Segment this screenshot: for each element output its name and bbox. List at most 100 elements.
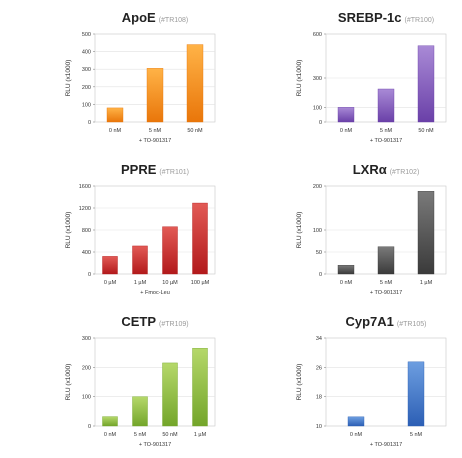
- chart-title: ApoE (#TR108): [122, 10, 189, 25]
- x-tick-label: 0 nM: [109, 128, 122, 134]
- bar: [106, 107, 124, 123]
- x-axis-label: + TO-901317: [139, 442, 171, 448]
- chart-title-greek: α: [379, 162, 387, 177]
- y-tick-label: 0: [88, 120, 91, 126]
- chart-title: SREBP-1c (#TR100): [338, 10, 434, 25]
- chart-title-name: SREBP-1c: [338, 10, 402, 25]
- plot-frame: [325, 337, 447, 427]
- y-tick-label: 200: [313, 184, 322, 190]
- bar: [192, 348, 208, 427]
- y-tick-label: 0: [319, 272, 322, 278]
- y-tick-label: 100: [82, 395, 91, 401]
- chart-svg: ApoE (#TR108) RLU (x1000) 0 100 200 300 400 500 0…: [65, 10, 216, 144]
- bar: [347, 416, 365, 427]
- chart-svg: LXRα (#TR102) RLU (x1000) 0 50 100 200 0 nM 5 nM…: [296, 162, 447, 296]
- x-tick-label: 1 µM: [134, 280, 147, 286]
- x-axis-label: + TO-901317: [139, 138, 171, 144]
- chart-title-code: (#TR100): [405, 17, 435, 24]
- y-axis-label: RLU (x1000): [65, 212, 72, 249]
- y-axis-label: RLU (x1000): [296, 364, 303, 401]
- x-tick-label: 0 µM: [104, 280, 117, 286]
- y-axis-label: RLU (x1000): [65, 364, 72, 401]
- y-axis-label: RLU (x1000): [296, 60, 303, 97]
- x-axis-label: + TO-901317: [370, 290, 402, 296]
- y-tick-label: 50: [316, 250, 322, 256]
- bar: [146, 68, 164, 123]
- y-tick-label: 600: [313, 32, 322, 38]
- x-tick-label: 50 nM: [162, 432, 178, 438]
- x-tick-label: 10 µM: [162, 280, 178, 286]
- y-tick-label: 18: [316, 395, 322, 401]
- y-tick-label: 100: [313, 228, 322, 234]
- y-tick-label: 10: [316, 424, 322, 430]
- bar: [132, 396, 148, 427]
- x-axis-label: + Fmoc-Leu: [140, 290, 170, 296]
- y-tick-label: 800: [82, 228, 91, 234]
- y-axis-label: RLU (x1000): [296, 212, 303, 249]
- x-tick-label: 100 µM: [191, 280, 210, 286]
- bar: [102, 256, 118, 275]
- bar: [377, 246, 395, 275]
- chart-title-name: PPRE: [121, 162, 157, 177]
- x-axis-label: + TO-901317: [370, 442, 402, 448]
- x-tick-label: 5 nM: [134, 432, 147, 438]
- chart-svg: SREBP-1c (#TR100) RLU (x1000) 0 100 300 600 0 n…: [296, 10, 447, 144]
- y-tick-label: 400: [82, 250, 91, 256]
- x-tick-label: 0 nM: [340, 280, 353, 286]
- chart-panel-ppre: PPRE (#TR101) RLU (x1000) 0 400 800 1200 1600 0 …: [0, 152, 231, 304]
- chart-title: Cyp7A1 (#TR105): [346, 314, 427, 329]
- y-tick-label: 300: [82, 67, 91, 73]
- y-tick-label: 200: [82, 365, 91, 371]
- y-tick-label: 400: [82, 50, 91, 56]
- chart-svg: CETP (#TR109) RLU (x1000) 0 100 200 300 0 nM 5 n…: [65, 314, 216, 448]
- chart-title-code: (#TR101): [159, 169, 189, 176]
- chart-svg: Cyp7A1 (#TR105) RLU (x1000) 10 18 26 34 0 nM 5 n…: [296, 314, 447, 448]
- bar: [102, 416, 118, 427]
- y-tick-label: 300: [313, 76, 322, 82]
- chart-panel-cyp7a1: Cyp7A1 (#TR105) RLU (x1000) 10 18 26 34 0 nM 5 n…: [231, 304, 462, 456]
- x-axis-label: + TO-901317: [370, 138, 402, 144]
- y-tick-label: 0: [88, 272, 91, 278]
- chart-title-name: CETP: [121, 314, 156, 329]
- bar: [162, 362, 178, 427]
- bar: [417, 191, 435, 275]
- chart-panel-apoe: ApoE (#TR108) RLU (x1000) 0 100 200 300 400 500 0…: [0, 0, 231, 152]
- y-tick-label: 300: [82, 336, 91, 342]
- bar: [337, 107, 355, 123]
- chart-title-code: (#TR102): [390, 169, 420, 176]
- x-tick-label: 5 nM: [149, 128, 162, 134]
- chart-panel-srebp1c: SREBP-1c (#TR100) RLU (x1000) 0 100 300 600 0 n…: [231, 0, 462, 152]
- bar: [192, 202, 208, 275]
- y-tick-label: 34: [316, 336, 322, 342]
- chart-title-code: (#TR105): [397, 321, 427, 328]
- x-tick-label: 0 nM: [104, 432, 117, 438]
- bar: [186, 44, 204, 123]
- y-tick-label: 500: [82, 32, 91, 38]
- y-tick-label: 0: [319, 120, 322, 126]
- bar: [407, 361, 425, 427]
- x-tick-label: 5 nM: [410, 432, 423, 438]
- x-tick-label: 50 nM: [187, 128, 203, 134]
- y-tick-label: 100: [82, 102, 91, 108]
- bar: [132, 245, 148, 275]
- chart-title-name: ApoE: [122, 10, 156, 25]
- y-tick-label: 1600: [79, 184, 91, 190]
- chart-title-code: (#TR108): [159, 17, 189, 24]
- chart-title: CETP (#TR109): [121, 314, 188, 329]
- chart-title: PPRE (#TR101): [121, 162, 189, 177]
- chart-title-name: Cyp7A1: [346, 314, 394, 329]
- chart-title-name: LXR: [353, 162, 380, 177]
- x-tick-label: 0 nM: [350, 432, 363, 438]
- chart-panel-cetp: CETP (#TR109) RLU (x1000) 0 100 200 300 0 nM 5 n…: [0, 304, 231, 456]
- x-tick-label: 50 nM: [418, 128, 434, 134]
- chart-panel-lxra: LXRα (#TR102) RLU (x1000) 0 50 100 200 0 nM 5 nM…: [231, 152, 462, 304]
- y-axis-label: RLU (x1000): [65, 60, 72, 97]
- y-tick-label: 26: [316, 365, 322, 371]
- bar: [377, 88, 395, 123]
- bar: [162, 226, 178, 275]
- y-tick-label: 1200: [79, 206, 91, 212]
- x-tick-label: 5 nM: [380, 128, 393, 134]
- x-tick-label: 5 nM: [380, 280, 393, 286]
- x-tick-label: 1 µM: [194, 432, 207, 438]
- y-tick-label: 100: [313, 105, 322, 111]
